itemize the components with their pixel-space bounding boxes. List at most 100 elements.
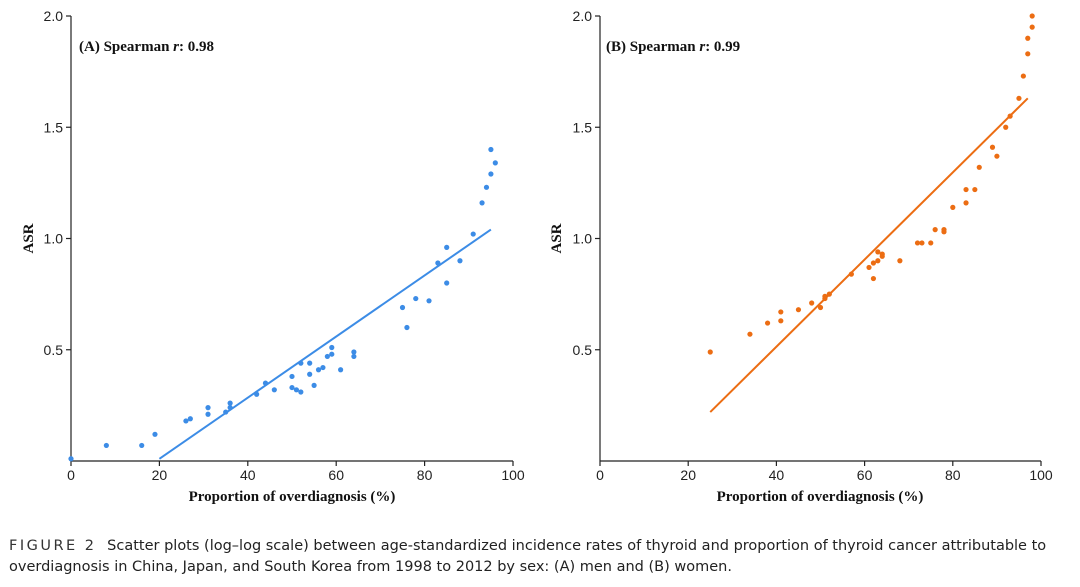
data-point: [457, 258, 463, 264]
y-tick-label: 2.0: [573, 8, 593, 24]
data-point: [1007, 113, 1013, 119]
data-point: [103, 442, 109, 449]
x-tick-label: 80: [417, 467, 433, 483]
data-point: [399, 304, 406, 311]
data-point: [950, 204, 956, 210]
panel-a-annotation: (A) Spearman r: 0.98: [79, 39, 214, 55]
data-point: [1016, 95, 1022, 101]
data-point: [315, 367, 322, 373]
data-point: [205, 405, 211, 411]
data-point: [289, 384, 295, 391]
panel-b-ticks: 0 20 40 60 80 100 0.5 1.0 1.5 2.0: [573, 8, 1053, 483]
data-point: [223, 409, 229, 415]
data-point: [1020, 73, 1026, 79]
data-point: [919, 240, 925, 246]
data-point: [298, 389, 304, 395]
data-point: [338, 367, 344, 373]
data-point: [994, 153, 1000, 159]
x-tick-label: 0: [67, 467, 75, 483]
figure-label: FIGURE 2: [9, 538, 97, 554]
data-point: [809, 300, 815, 306]
data-point: [320, 364, 326, 371]
data-point: [778, 309, 784, 315]
caption-text: Scatter plots (log–log scale) between ag…: [9, 538, 1047, 575]
data-point: [972, 186, 978, 193]
data-point: [707, 349, 713, 355]
data-point: [870, 275, 877, 282]
figure-svg: 0 20 40 60 80 100 0.5 1.0 1.5 2.0 (A) Spearman r:…: [21, 8, 1053, 505]
data-point: [817, 304, 824, 311]
data-point: [183, 418, 189, 424]
data-point: [492, 160, 498, 166]
data-point: [879, 253, 885, 259]
data-point: [293, 387, 300, 393]
panel-a-chart: 0 20 40 60 80 100 0.5 1.0 1.5 2.0 (A) Spearman r:…: [21, 8, 525, 505]
y-tick-label: 2.0: [44, 8, 64, 24]
data-point: [483, 184, 490, 190]
data-point: [254, 391, 260, 397]
data-point: [470, 231, 476, 237]
data-point: [897, 258, 903, 264]
data-point: [351, 353, 357, 360]
data-point: [187, 416, 193, 422]
panel-a-y-axis-title: ASR: [21, 223, 37, 253]
data-point: [778, 318, 784, 324]
panel-b-y-axis-title: ASR: [549, 223, 565, 253]
data-point: [307, 360, 313, 366]
y-tick-label: 1.5: [44, 119, 64, 135]
x-tick-label: 80: [945, 467, 961, 483]
data-point: [1025, 35, 1031, 41]
data-point: [764, 320, 771, 326]
panel-b-fit-line: [709, 97, 1029, 413]
data-point: [932, 227, 938, 233]
x-tick-label: 20: [680, 467, 696, 483]
data-point: [289, 373, 295, 380]
data-point: [488, 171, 494, 177]
data-point: [324, 353, 330, 360]
data-point: [307, 371, 313, 377]
data-point: [870, 260, 877, 266]
y-tick-label: 1.0: [44, 231, 64, 247]
data-point: [1029, 24, 1035, 30]
y-tick-label: 1.5: [573, 119, 593, 135]
y-tick-label: 0.5: [573, 342, 593, 358]
data-point: [963, 186, 969, 193]
data-point: [747, 331, 753, 337]
panel-b-points: [707, 13, 1035, 355]
data-point: [298, 360, 304, 366]
data-point: [205, 411, 211, 417]
x-tick-label: 100: [1029, 467, 1053, 483]
x-tick-label: 100: [501, 467, 525, 483]
panel-a-fit-line: [158, 228, 492, 460]
data-point: [875, 258, 881, 264]
x-tick-label: 40: [240, 467, 256, 483]
data-point: [271, 387, 277, 393]
y-tick-label: 0.5: [44, 342, 64, 358]
data-point: [976, 164, 982, 170]
x-tick-label: 20: [152, 467, 168, 483]
data-point: [444, 244, 450, 250]
data-point: [1029, 13, 1035, 19]
data-point: [875, 249, 881, 255]
data-point: [426, 298, 432, 304]
data-point: [152, 431, 158, 437]
data-point: [1003, 124, 1009, 130]
panel-b-annotation: (B) Spearman r: 0.99: [606, 39, 740, 55]
x-tick-label: 40: [769, 467, 785, 483]
data-point: [928, 240, 934, 246]
data-point: [227, 405, 233, 411]
panel-a-ticks: 0 20 40 60 80 100 0.5 1.0 1.5 2.0: [44, 8, 525, 483]
panel-b-chart: 0 20 40 60 80 100 0.5 1.0 1.5 2.0 (B) Spearman r:…: [549, 8, 1053, 505]
data-point: [822, 293, 828, 299]
x-tick-label: 60: [857, 467, 873, 483]
data-point: [311, 382, 317, 388]
panel-a-points: [68, 146, 498, 462]
data-point: [329, 351, 335, 357]
data-point: [479, 200, 485, 206]
data-point: [68, 456, 74, 462]
y-tick-label: 1.0: [573, 231, 593, 247]
data-point: [848, 271, 854, 277]
data-point: [444, 280, 450, 286]
panel-b-x-axis-title: Proportion of overdiagnosis (%): [717, 489, 924, 505]
data-point: [1025, 51, 1031, 57]
